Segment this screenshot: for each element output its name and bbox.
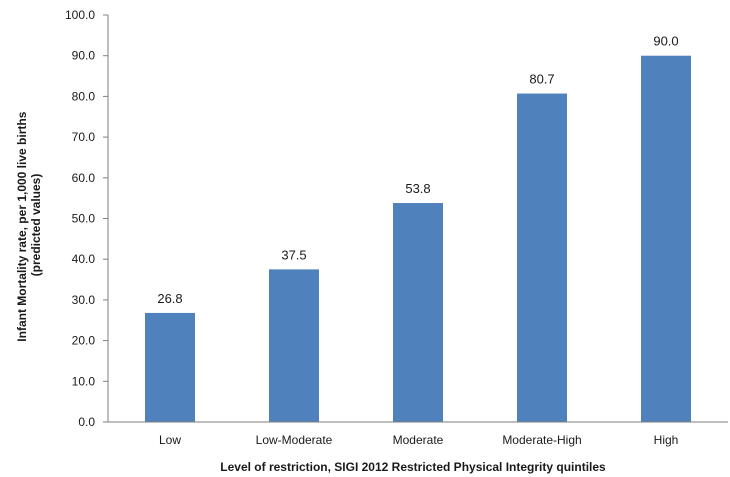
y-tick-label: 10.0 [72, 374, 96, 388]
bar-moderate [393, 203, 443, 422]
x-tick-label: Low-Moderate [256, 433, 333, 447]
x-tick-label: Moderate-High [502, 433, 581, 447]
y-axis-ticks: 0.0 10.0 20.0 30.0 40.0 50.0 60.0 70.0 80.0 90.0 1… [65, 8, 108, 429]
data-label: 80.7 [529, 72, 554, 87]
y-axis-title: Infant Mortality rate, per 1,000 live bi… [15, 108, 43, 341]
y-tick-label: 0.0 [78, 415, 95, 429]
y-axis-title-line2: (predicted values) [29, 174, 43, 277]
data-labels: 26.8 37.5 53.8 80.7 90.0 [157, 34, 678, 306]
y-tick-label: 90.0 [72, 49, 96, 63]
y-tick-label: 40.0 [72, 252, 96, 266]
x-axis-title: Level of restriction, SIGI 2012 Restrict… [220, 460, 606, 474]
y-axis-title-line1: Infant Mortality rate, per 1,000 live bi… [15, 111, 29, 341]
y-tick-label: 50.0 [72, 212, 96, 226]
data-label: 53.8 [405, 181, 430, 196]
bar-moderate-high [517, 93, 567, 423]
x-tick-label: Moderate [393, 433, 444, 447]
bar-low-moderate [269, 269, 319, 422]
y-tick-label: 60.0 [72, 171, 96, 185]
y-tick-label: 70.0 [72, 130, 96, 144]
data-label: 26.8 [157, 291, 182, 306]
x-tick-label: Low [159, 433, 181, 447]
y-tick-label: 20.0 [72, 334, 96, 348]
x-axis-ticks: Low Low-Moderate Moderate Moderate-High High [159, 433, 678, 447]
data-label: 90.0 [653, 34, 678, 49]
y-tick-label: 30.0 [72, 293, 96, 307]
bar-low [145, 312, 195, 422]
bars [145, 55, 691, 423]
data-label: 37.5 [281, 247, 306, 262]
x-tick-label: High [654, 433, 679, 447]
y-tick-label: 100.0 [65, 8, 95, 22]
y-tick-label: 80.0 [72, 89, 96, 103]
bar-high [641, 55, 691, 422]
